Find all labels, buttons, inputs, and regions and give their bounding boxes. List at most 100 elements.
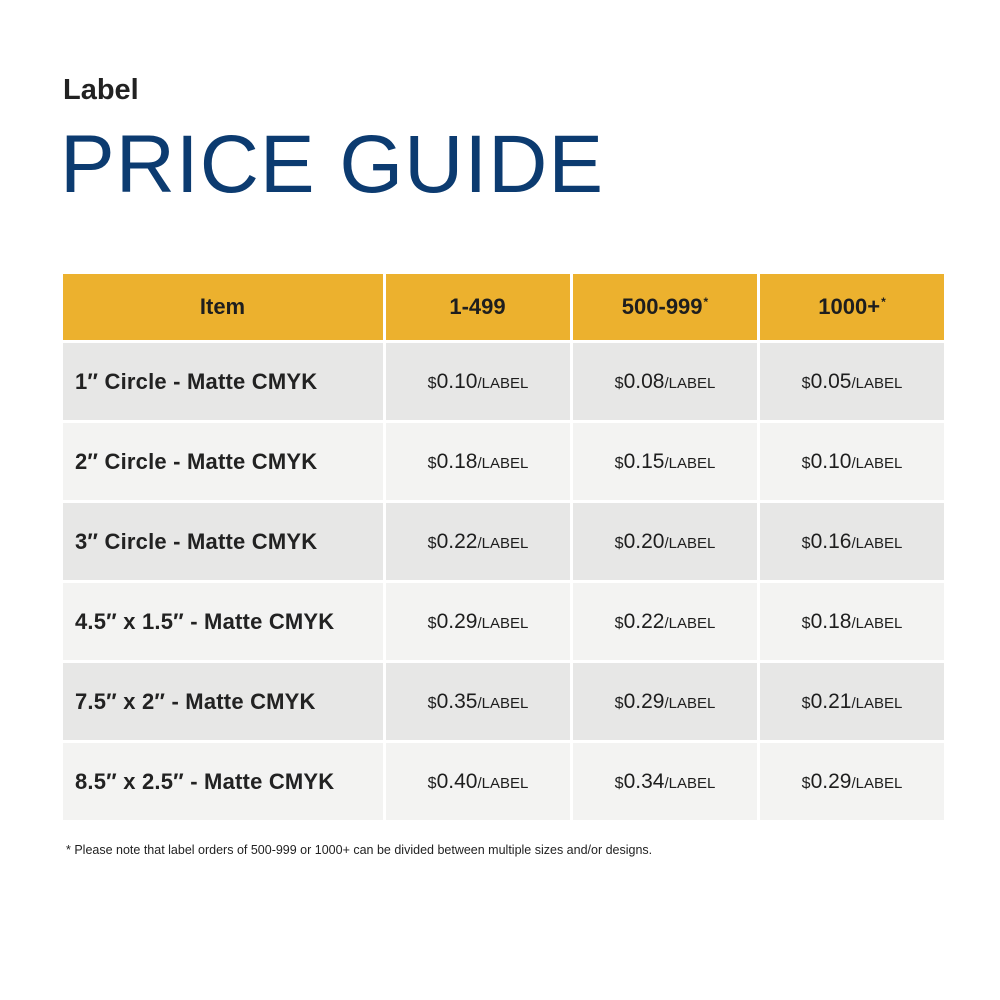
price-cell: $0.40/LABEL: [386, 743, 570, 820]
currency-symbol: $: [614, 374, 624, 392]
price-cell: $0.35/LABEL: [386, 663, 570, 740]
price-cell: $0.29/LABEL: [573, 663, 757, 740]
price-amount: 0.08: [623, 369, 665, 393]
price-amount: 0.05: [810, 369, 852, 393]
price-cell: $0.05/LABEL: [760, 343, 944, 420]
price-unit: /LABEL: [851, 614, 903, 632]
footnote-marker: *: [881, 295, 886, 309]
table-header-row: Item 1-499 500-999* 1000+*: [63, 274, 944, 340]
currency-symbol: $: [427, 374, 437, 392]
table-row: 8.5″ x 2.5″ - Matte CMYK $0.40/LABEL $0.34…: [63, 743, 944, 820]
price-unit: /LABEL: [851, 774, 903, 792]
currency-symbol: $: [427, 694, 437, 712]
price-unit: /LABEL: [477, 774, 529, 792]
price-cell: $0.29/LABEL: [386, 583, 570, 660]
currency-symbol: $: [801, 694, 811, 712]
price-cell: $0.18/LABEL: [386, 423, 570, 500]
item-name-cell: 8.5″ x 2.5″ - Matte CMYK: [63, 743, 383, 820]
table-row: 7.5″ x 2″ - Matte CMYK $0.35/LABEL $0.29/L…: [63, 663, 944, 740]
table-row: 2″ Circle - Matte CMYK $0.18/LABEL $0.15/L…: [63, 423, 944, 500]
column-header-label: Item: [199, 294, 246, 319]
column-header-label: 1000+: [818, 294, 881, 319]
column-header-1-499: 1-499: [386, 274, 570, 340]
price-cell: $0.10/LABEL: [386, 343, 570, 420]
price-unit: /LABEL: [851, 534, 903, 552]
column-header-label: 1-499: [449, 294, 506, 319]
price-table: Item 1-499 500-999* 1000+* 1″ Circle - M…: [60, 271, 947, 823]
price-unit: /LABEL: [851, 694, 903, 712]
currency-symbol: $: [614, 694, 624, 712]
currency-symbol: $: [427, 774, 437, 792]
price-amount: 0.10: [436, 369, 478, 393]
footnote: * Please note that label orders of 500-9…: [66, 843, 653, 857]
price-amount: 0.22: [623, 609, 665, 633]
price-unit: /LABEL: [664, 534, 716, 552]
currency-symbol: $: [427, 454, 437, 472]
price-cell: $0.29/LABEL: [760, 743, 944, 820]
currency-symbol: $: [801, 374, 811, 392]
price-unit: /LABEL: [851, 454, 903, 472]
price-unit: /LABEL: [851, 374, 903, 392]
price-unit: /LABEL: [664, 694, 716, 712]
currency-symbol: $: [614, 534, 624, 552]
footnote-marker: *: [703, 295, 709, 309]
price-cell: $0.22/LABEL: [573, 583, 757, 660]
price-amount: 0.16: [810, 529, 852, 553]
currency-symbol: $: [427, 534, 437, 552]
price-amount: 0.10: [810, 449, 852, 473]
price-amount: 0.20: [623, 529, 665, 553]
price-table-body: 1″ Circle - Matte CMYK $0.10/LABEL $0.08/L…: [63, 343, 944, 820]
price-unit: /LABEL: [664, 374, 716, 392]
item-name-cell: 2″ Circle - Matte CMYK: [63, 423, 383, 500]
price-cell: $0.15/LABEL: [573, 423, 757, 500]
price-amount: 0.18: [810, 609, 852, 633]
price-cell: $0.16/LABEL: [760, 503, 944, 580]
currency-symbol: $: [614, 614, 624, 632]
currency-symbol: $: [614, 774, 624, 792]
price-cell: $0.22/LABEL: [386, 503, 570, 580]
item-name-cell: 3″ Circle - Matte CMYK: [63, 503, 383, 580]
column-header-500-999: 500-999*: [573, 274, 757, 340]
currency-symbol: $: [801, 454, 811, 472]
price-amount: 0.35: [436, 689, 478, 713]
price-unit: /LABEL: [664, 774, 716, 792]
price-amount: 0.34: [623, 769, 665, 793]
table-row: 3″ Circle - Matte CMYK $0.22/LABEL $0.20/L…: [63, 503, 944, 580]
price-cell: $0.21/LABEL: [760, 663, 944, 740]
price-amount: 0.40: [436, 769, 478, 793]
currency-symbol: $: [801, 534, 811, 552]
price-cell: $0.34/LABEL: [573, 743, 757, 820]
currency-symbol: $: [427, 614, 437, 632]
price-amount: 0.21: [810, 689, 852, 713]
price-amount: 0.29: [810, 769, 852, 793]
price-amount: 0.22: [436, 529, 478, 553]
price-cell: $0.20/LABEL: [573, 503, 757, 580]
price-amount: 0.29: [623, 689, 665, 713]
price-unit: /LABEL: [477, 694, 529, 712]
price-unit: /LABEL: [477, 614, 529, 632]
column-header-1000-plus: 1000+*: [760, 274, 944, 340]
currency-symbol: $: [801, 614, 811, 632]
table-row: 4.5″ x 1.5″ - Matte CMYK $0.29/LABEL $0.22…: [63, 583, 944, 660]
table-row: 1″ Circle - Matte CMYK $0.10/LABEL $0.08/L…: [63, 343, 944, 420]
item-name-cell: 4.5″ x 1.5″ - Matte CMYK: [63, 583, 383, 660]
price-cell: $0.08/LABEL: [573, 343, 757, 420]
price-unit: /LABEL: [664, 454, 716, 472]
price-cell: $0.18/LABEL: [760, 583, 944, 660]
price-amount: 0.29: [436, 609, 478, 633]
column-header-label: 500-999: [621, 294, 703, 319]
item-name-cell: 1″ Circle - Matte CMYK: [63, 343, 383, 420]
item-name-cell: 7.5″ x 2″ - Matte CMYK: [63, 663, 383, 740]
currency-symbol: $: [614, 454, 624, 472]
price-amount: 0.18: [436, 449, 478, 473]
eyebrow-label: Label: [63, 74, 139, 106]
price-unit: /LABEL: [664, 614, 716, 632]
price-amount: 0.15: [623, 449, 665, 473]
page-title: PRICE GUIDE: [60, 119, 605, 210]
currency-symbol: $: [801, 774, 811, 792]
price-unit: /LABEL: [477, 454, 529, 472]
column-header-item: Item: [63, 274, 383, 340]
price-unit: /LABEL: [477, 374, 529, 392]
price-cell: $0.10/LABEL: [760, 423, 944, 500]
price-unit: /LABEL: [477, 534, 529, 552]
